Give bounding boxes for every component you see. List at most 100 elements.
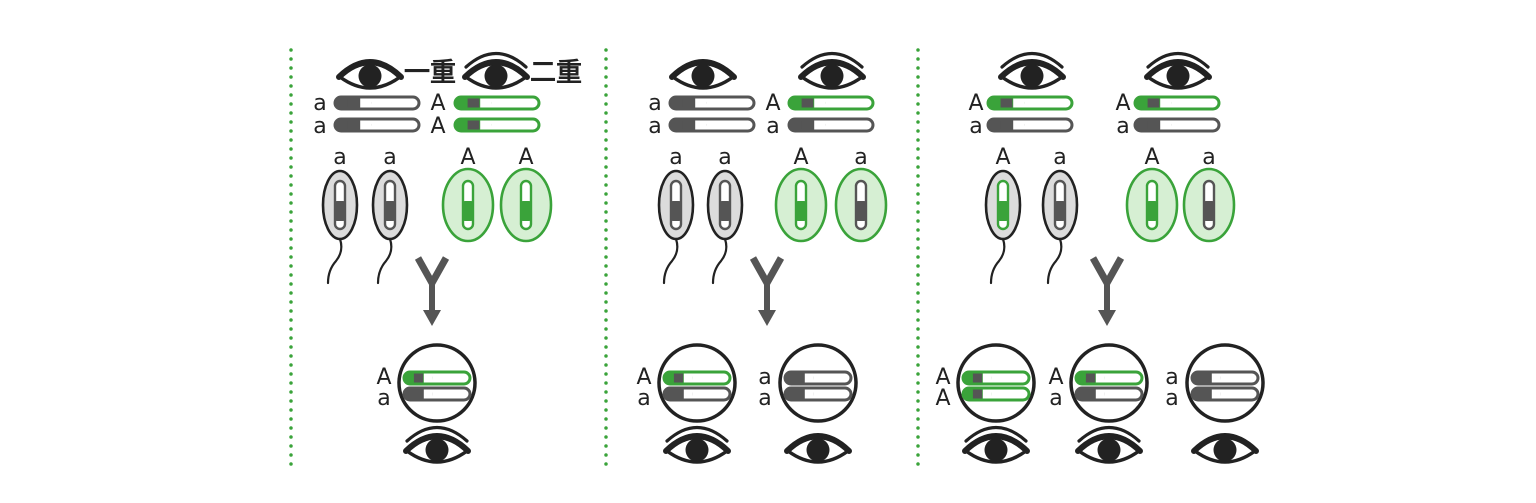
double-eyelid-eye-icon: [462, 52, 530, 90]
egg-cell: [1182, 167, 1236, 243]
chromosome-recessive: [333, 95, 421, 111]
allele-label: a: [1165, 365, 1178, 390]
sperm-cell: [371, 169, 409, 285]
chromosome-recessive: [1190, 386, 1260, 402]
allele-label: a: [1165, 386, 1178, 411]
allele-label: a: [648, 114, 661, 139]
egg-cell: [774, 167, 828, 243]
gamete-allele-label: a: [1053, 145, 1066, 170]
egg-cell: [1125, 167, 1179, 243]
allele-label: A: [935, 365, 950, 390]
egg-cell: [441, 167, 495, 243]
chromosome-recessive: [783, 386, 853, 402]
sperm-cell: [657, 169, 695, 285]
chromosome-dominant: [986, 95, 1074, 111]
gamete-allele-label: A: [995, 145, 1010, 170]
allele-label: a: [766, 114, 779, 139]
sperm-cell: [984, 169, 1022, 285]
allele-label: A: [636, 365, 651, 390]
offspring-cell: Aa: [376, 343, 477, 464]
panel-dividers: [289, 48, 920, 467]
offspring-cell: aa: [758, 343, 858, 464]
double-eyelid-eye-icon: [1144, 52, 1212, 90]
double-eyelid-eye-icon: [403, 426, 471, 464]
allele-label: A: [935, 386, 950, 411]
single-eyelid-eye-icon: [669, 59, 737, 90]
chromosome-dominant: [402, 370, 472, 386]
gamete-allele-label: a: [333, 145, 346, 170]
egg-cell: [499, 167, 553, 243]
double-eyelid-eye-icon: [962, 426, 1030, 464]
double-eyelid-eye-icon: [798, 52, 866, 90]
double-eyelid-eye-icon: [998, 52, 1066, 90]
offspring-cell: Aa: [1048, 343, 1149, 464]
gamete-allele-label: A: [1144, 145, 1159, 170]
offspring-cell: Aa: [636, 343, 737, 464]
allele-label: A: [1048, 365, 1063, 390]
allele-label: A: [1115, 91, 1130, 116]
chromosome-recessive: [1074, 386, 1144, 402]
gamete-allele-label: A: [793, 145, 808, 170]
chromosome-dominant: [453, 117, 541, 133]
fertilization-arrow: [749, 256, 785, 326]
chromosome-dominant: [1074, 370, 1144, 386]
single-eyelid-eye-icon: [784, 433, 852, 464]
allele-label: A: [376, 365, 391, 390]
chromosome-dominant: [961, 370, 1031, 386]
gamete-allele-label: a: [669, 145, 682, 170]
allele-label: a: [1049, 386, 1062, 411]
gamete-allele-label: a: [854, 145, 867, 170]
chromosome-recessive: [986, 117, 1074, 133]
allele-label: a: [758, 386, 771, 411]
allele-label: a: [648, 91, 661, 116]
gamete-allele-label: a: [718, 145, 731, 170]
allele-label: a: [969, 114, 982, 139]
sperm-cell: [1041, 169, 1079, 285]
offspring-cell: aa: [1165, 343, 1265, 464]
chromosome-dominant: [787, 95, 875, 111]
offspring-cell: AA: [935, 343, 1036, 464]
allele-label: a: [313, 91, 326, 116]
allele-label: a: [1116, 114, 1129, 139]
allele-label: A: [430, 91, 445, 116]
chromosome-recessive: [1190, 370, 1260, 386]
trait-label: 二重: [530, 58, 582, 88]
double-eyelid-eye-icon: [663, 426, 731, 464]
chromosome-dominant: [662, 370, 732, 386]
chromosome-dominant: [1133, 95, 1221, 111]
chromosome-recessive: [333, 117, 421, 133]
allele-label: a: [637, 386, 650, 411]
double-eyelid-eye-icon: [1075, 426, 1143, 464]
egg-cell: [834, 167, 888, 243]
gamete-allele-label: a: [1202, 145, 1215, 170]
trait-label: 一重: [404, 58, 456, 88]
gamete-allele-label: A: [518, 145, 533, 170]
chromosome-recessive: [787, 117, 875, 133]
chromosome-dominant: [453, 95, 541, 111]
chromosome-recessive: [402, 386, 472, 402]
single-eyelid-eye-icon: [1191, 433, 1259, 464]
allele-label: A: [430, 114, 445, 139]
chromosome-recessive: [668, 117, 756, 133]
allele-label: a: [377, 386, 390, 411]
allele-label: A: [765, 91, 780, 116]
chromosome-recessive: [662, 386, 732, 402]
fertilization-arrow: [414, 256, 450, 326]
sperm-cell: [321, 169, 359, 285]
chromosome-recessive: [1133, 117, 1221, 133]
allele-label: a: [758, 365, 771, 390]
gamete-allele-label: a: [383, 145, 396, 170]
sperm-cell: [706, 169, 744, 285]
chromosome-recessive: [668, 95, 756, 111]
single-eyelid-eye-icon: [336, 59, 404, 90]
allele-label: a: [313, 114, 326, 139]
allele-label: A: [968, 91, 983, 116]
chromosome-recessive: [783, 370, 853, 386]
chromosome-dominant: [961, 386, 1031, 402]
fertilization-arrow: [1089, 256, 1125, 326]
